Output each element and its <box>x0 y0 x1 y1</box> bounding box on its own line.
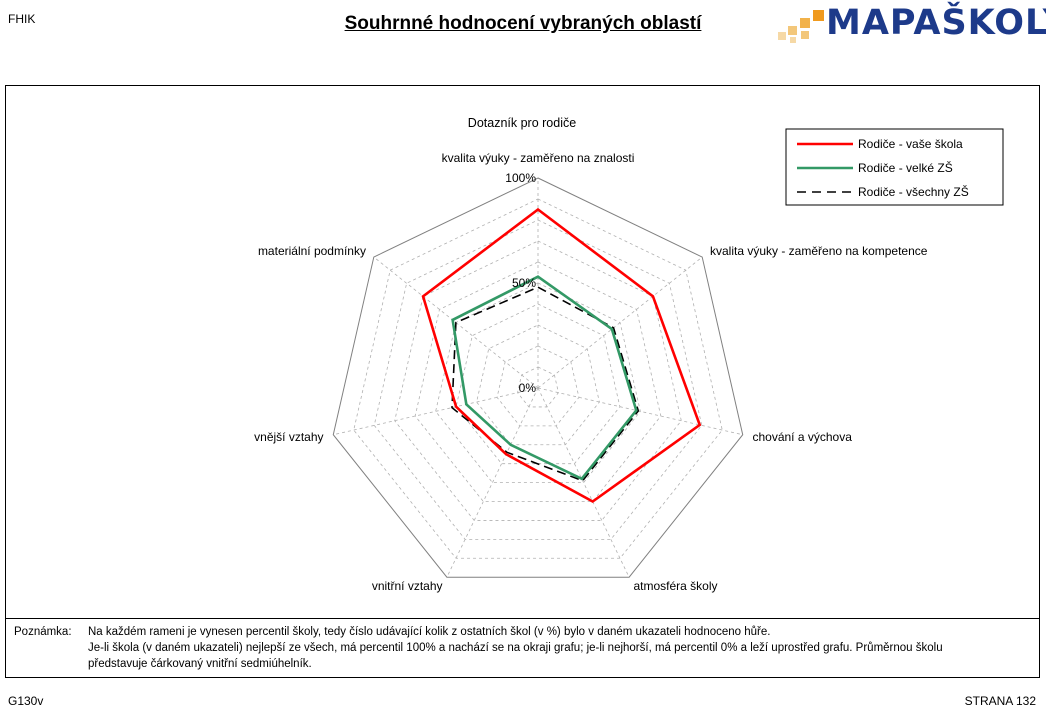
radar-series-line <box>451 275 638 481</box>
radar-axis-label: kvalita výuky - zaměřeno na kompetence <box>710 244 928 258</box>
note-line: Na každém rameni je vynesen percentil šk… <box>88 626 771 638</box>
radar-axis-label: vnější vztahy <box>254 430 323 444</box>
legend-label: Rodiče - vaše škola <box>858 137 963 151</box>
note-label: Poznámka: <box>14 626 72 638</box>
radar-gridline-ring <box>476 324 600 446</box>
radar-tick-label: 50% <box>512 276 536 290</box>
radar-axis-label: atmosféra školy <box>633 579 717 593</box>
radar-axis-label: vnitřní vztahy <box>372 579 443 593</box>
radar-axis-label: kvalita výuky - zaměřeno na znalosti <box>442 151 635 165</box>
radar-gridline-ring <box>373 219 703 540</box>
radar-axis-label: materiální podmínky <box>258 244 366 258</box>
radar-tick-label: 100% <box>505 171 536 185</box>
radar-series-line <box>421 207 702 504</box>
radar-axis-labels: kvalita výuky - zaměřeno na znalosti kval… <box>254 151 928 593</box>
radar-series <box>421 207 702 504</box>
page-title: Souhrnné hodnocení vybraných oblastí <box>344 13 702 34</box>
radar-outer-ring <box>332 177 744 578</box>
chart-frame <box>5 85 1040 678</box>
radar-gridline-ring <box>414 261 662 502</box>
note-divider <box>5 618 1040 619</box>
logo-squares-icon <box>778 10 824 43</box>
radar-gridline-ring <box>496 345 580 427</box>
chart-legend: Rodiče - vaše škola Rodiče - velké ZŠ Rodi… <box>785 128 1004 206</box>
radar-series-line <box>451 286 640 482</box>
footer-code: G130v <box>8 694 44 708</box>
radar-tick-labels: 100% 50% 0% <box>505 171 536 395</box>
note-line: představuje čárkovaný vnitřní sedmiúheln… <box>88 658 312 670</box>
chart-title: Dotazník pro rodiče <box>468 116 576 130</box>
radar-gridline-ring <box>435 282 641 484</box>
page-number: STRANA 132 <box>964 694 1036 708</box>
radar-axis-label: chování a výchova <box>752 430 852 444</box>
radar-tick-label: 0% <box>519 381 537 395</box>
radar-spoke <box>446 387 539 578</box>
radar-spoke <box>333 387 539 436</box>
note-line: Je-li škola (v daném ukazateli) nejlepší… <box>88 642 943 654</box>
radar-gridline-ring <box>394 240 682 521</box>
radar-spoke <box>537 387 743 436</box>
document-code: FHIK <box>8 12 36 26</box>
radar-spoke <box>537 387 630 578</box>
radar-grid <box>332 177 744 578</box>
radar-gridline-ring <box>455 303 621 465</box>
radar-spoke <box>537 256 703 389</box>
radar-gridline-ring <box>353 198 723 559</box>
legend-label: Rodiče - všechny ZŠ <box>858 184 969 199</box>
legend-label: Rodiče - velké ZŠ <box>858 160 953 175</box>
logo-text: MAPAŠKOLY <box>826 3 1046 43</box>
